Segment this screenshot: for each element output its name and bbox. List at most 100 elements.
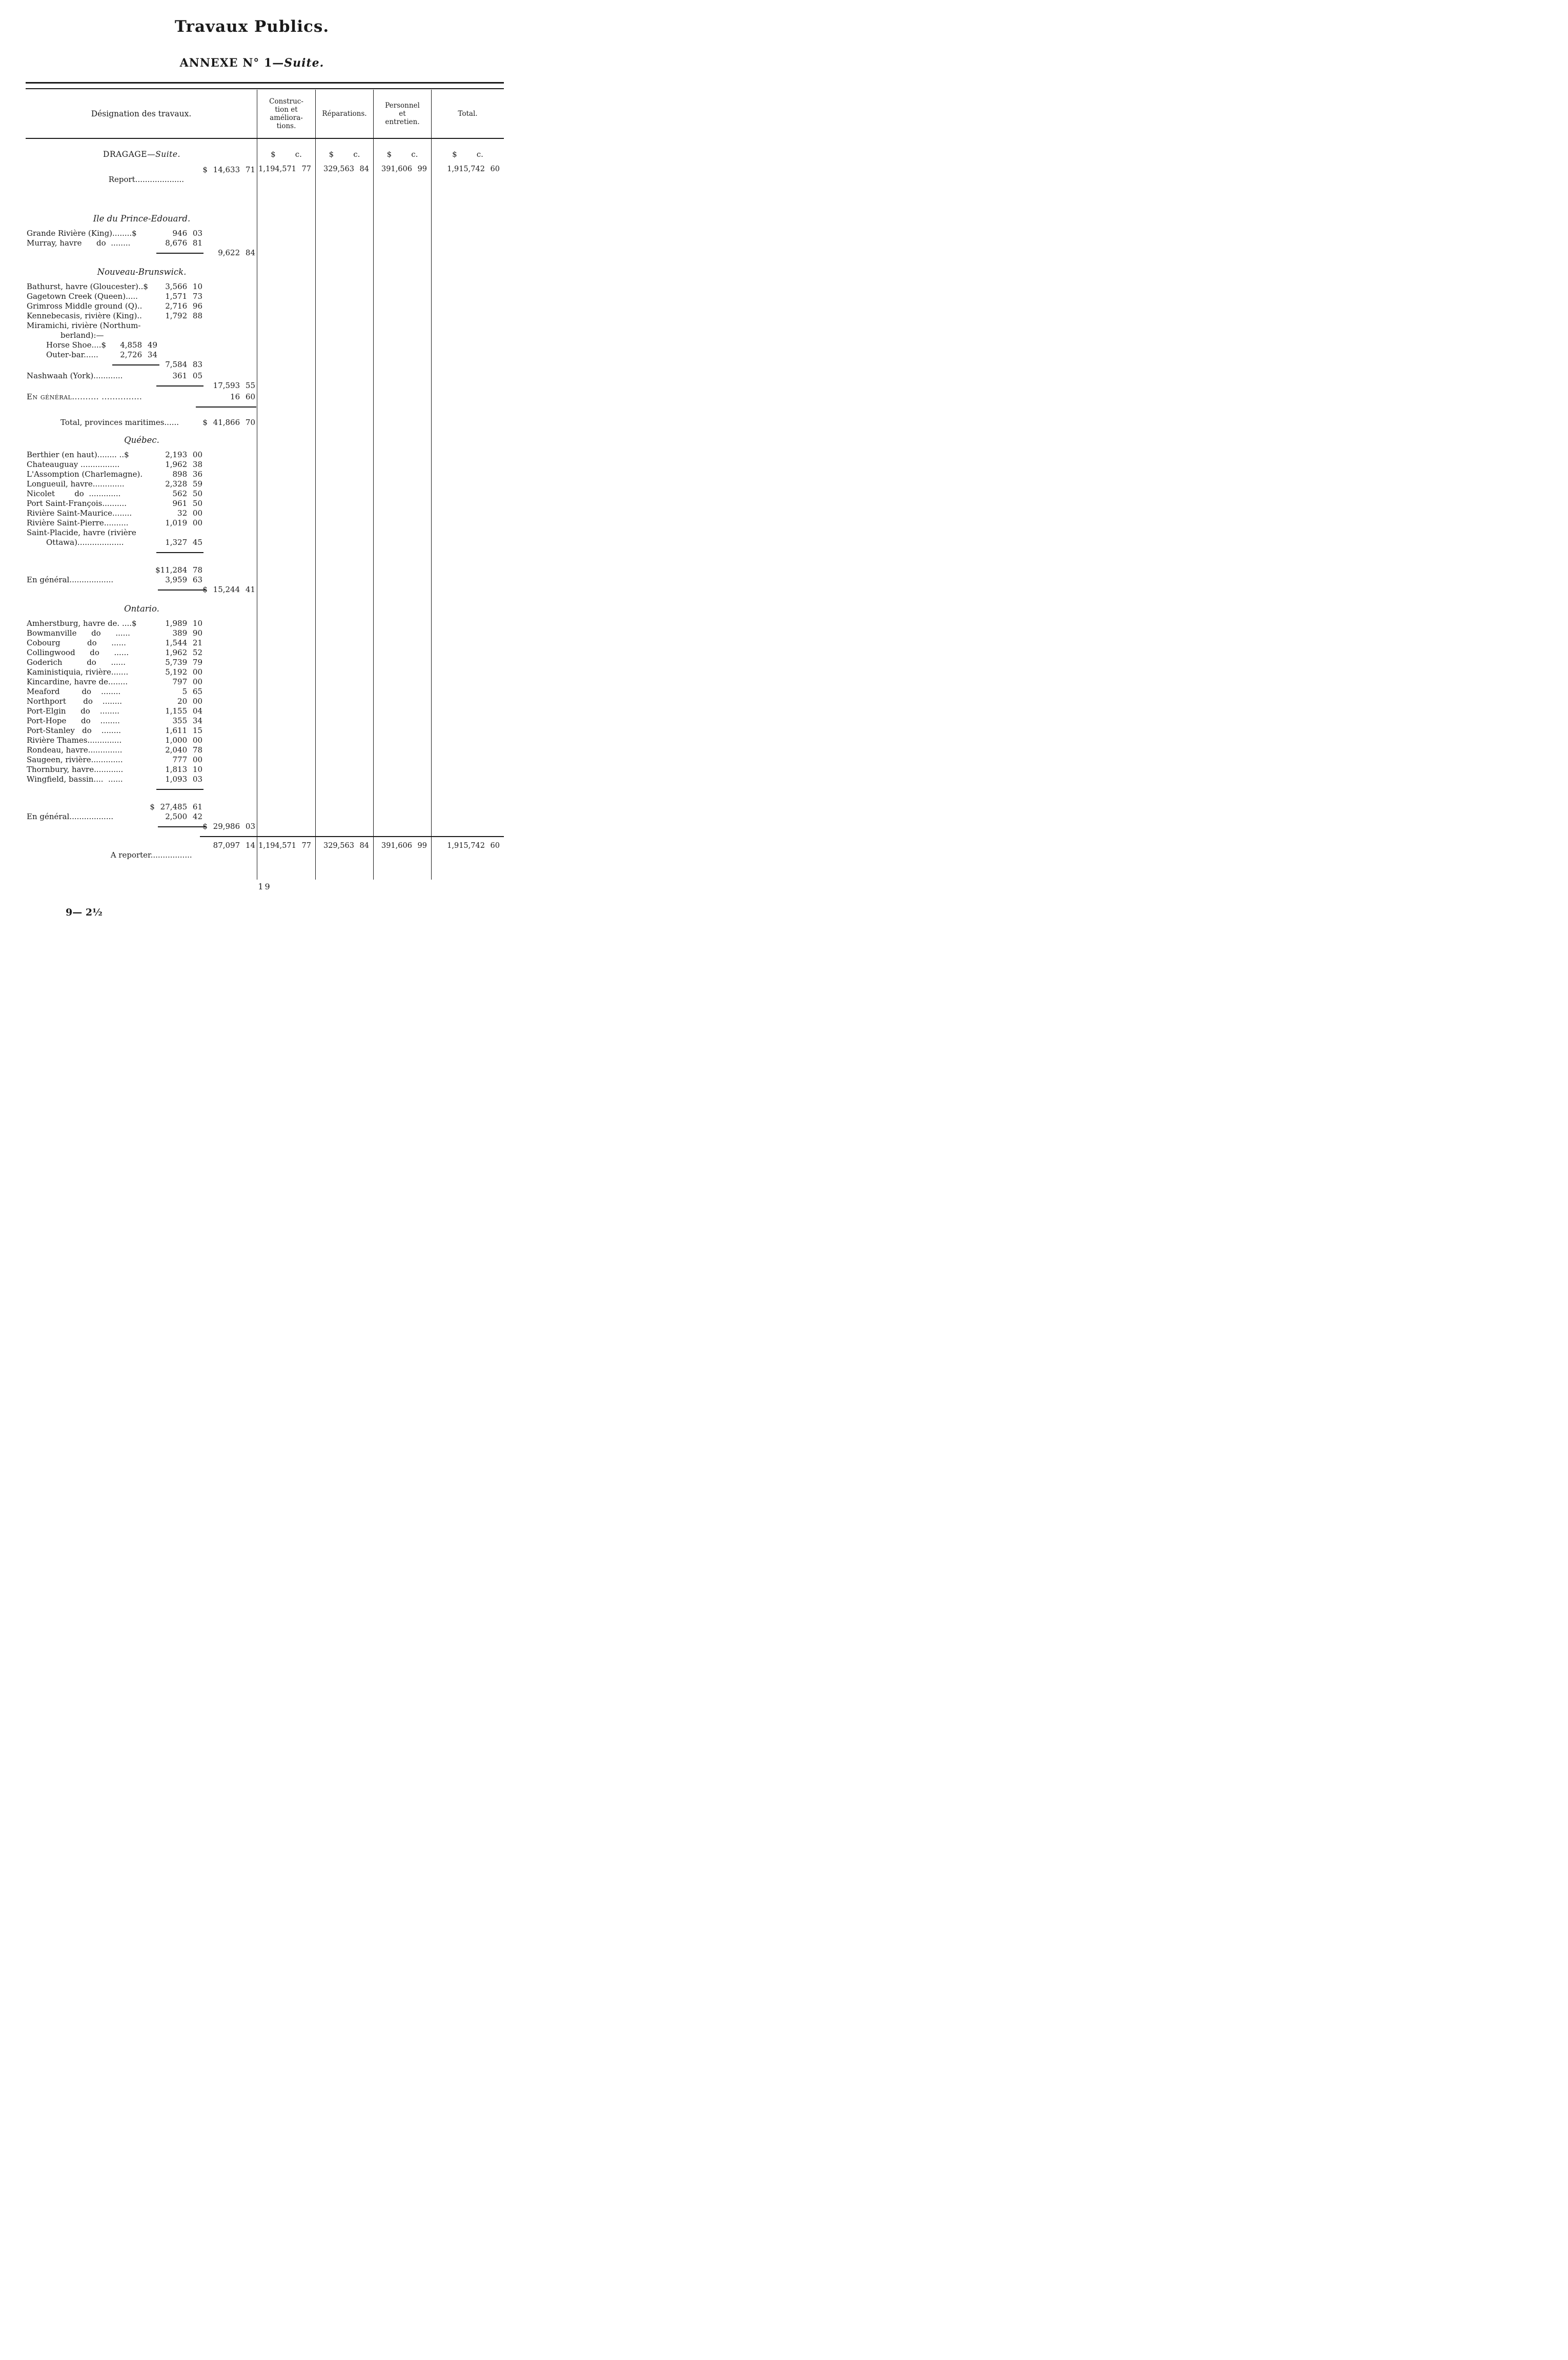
ledger-label: Grimross Middle ground (Q).. bbox=[27, 301, 142, 311]
report-line: Report.................... $ 14,633 71 bbox=[27, 165, 257, 204]
ledger-amount: 1,792 88 bbox=[165, 311, 202, 320]
ledger-line: Gagetown Creek (Queen)..... 1,571 73 bbox=[27, 292, 257, 301]
sum-rule bbox=[158, 589, 207, 591]
column-header-construction: Construc- tion et améliora- tions. bbox=[257, 90, 315, 139]
ledger-label: Rondeau, havre.............. bbox=[27, 745, 123, 755]
ledger-amount: 1,544 21 bbox=[165, 638, 202, 647]
carry-total-value: 1,915,742 60 bbox=[431, 836, 504, 880]
ledger-line: Horse Shoe....$ 4,858 49 bbox=[27, 340, 257, 350]
ledger-amount: 777 00 bbox=[172, 755, 203, 764]
ledger-amount: 2,500 42 bbox=[165, 812, 202, 821]
report-row: Report.................... $ 14,633 71 1… bbox=[26, 160, 504, 204]
carry-personnel-value: 391,606 99 bbox=[373, 836, 431, 880]
report-construction-value: 1,194,571 77 bbox=[257, 160, 315, 204]
ledger-line: Nicolet do ............. 562 50 bbox=[27, 489, 257, 499]
page-header: Travaux Publics. ANNEXE N° 1—Suite. bbox=[0, 0, 504, 70]
ledger-label: Ottawa)................... bbox=[46, 538, 124, 547]
ledger-line: Port-Elgin do ........ 1,155 04 bbox=[27, 706, 257, 716]
ledger-label: Port-Elgin do ........ bbox=[27, 706, 120, 716]
ledger-label: Collingwood do ...... bbox=[27, 648, 129, 657]
ledger-label: Port-Stanley do ........ bbox=[27, 726, 121, 735]
ledger-line: Berthier (en haut)........ ..$ 2,193 00 bbox=[27, 450, 257, 460]
ledger-label: Chateauguay ................ bbox=[27, 460, 120, 469]
ledger-reparations-column bbox=[315, 204, 373, 836]
column-header-total: Total. bbox=[431, 90, 504, 139]
ledger-line: Grande Rivière (King)........$ 946 03 bbox=[27, 229, 257, 238]
ledger-label: Kennebecasis, rivière (King).. bbox=[27, 311, 142, 320]
carry-construction-value: 1,194,571 77 bbox=[257, 836, 315, 880]
ledger-amount: 2,328 59 bbox=[165, 479, 202, 489]
ledger-amount: 8,676 81 bbox=[165, 238, 202, 248]
carry-forward-row: A reporter................. 87,097 14 1,… bbox=[26, 836, 504, 880]
ledger-label: Wingfield, bassin.... ...... bbox=[27, 775, 123, 784]
ledger-amount: 961 50 bbox=[172, 499, 203, 508]
ledger-line: Nashwaah (York)............ 361 05 bbox=[27, 371, 257, 381]
ledger-amount: $ 29,986 03 bbox=[202, 822, 255, 831]
ledger-label: berland):— bbox=[60, 331, 104, 340]
ledger-amount: 355 34 bbox=[172, 716, 203, 725]
ledger-personnel-column bbox=[373, 204, 431, 836]
province-section-heading: Nouveau-Brunswick. bbox=[27, 267, 257, 277]
currency-header-total: $ c. bbox=[431, 139, 504, 160]
ledger-amount: 1,093 03 bbox=[165, 775, 202, 784]
ledger-line: Port Saint-François.......... 961 50 bbox=[27, 499, 257, 508]
sum-rule bbox=[158, 826, 207, 827]
ledger-amount: 562 50 bbox=[172, 489, 203, 498]
ledger-label: Port-Hope do ........ bbox=[27, 716, 120, 725]
ledger-line: Saint-Placide, havre (rivière bbox=[27, 528, 257, 538]
ledger-line: Collingwood do ...... 1,962 52 bbox=[27, 648, 257, 658]
ledger-line: En général.......... ............... 16 6… bbox=[27, 392, 257, 402]
ledger-line: Northport do ........ 20 00 bbox=[27, 697, 257, 706]
ledger-amount: $ 27,485 61 bbox=[150, 802, 202, 811]
ledger-line: Kincardine, havre de........ 797 00 bbox=[27, 677, 257, 687]
ledger-line: Miramichi, rivière (Northum- bbox=[27, 321, 257, 331]
report-label: Report.................... bbox=[108, 175, 185, 184]
column-header-personnel: Personnel et entretien. bbox=[373, 90, 431, 139]
ledger-label: Kincardine, havre de........ bbox=[27, 677, 128, 686]
ledger-line: Goderich do ...... 5,739 79 bbox=[27, 658, 257, 667]
ledger-amount: 1,019 00 bbox=[165, 518, 202, 527]
ledger-label: Rivière Saint-Maurice........ bbox=[27, 508, 132, 518]
report-reparations-value: 329,563 84 bbox=[315, 160, 373, 204]
sum-rule bbox=[156, 253, 203, 254]
ledger-line: Rondeau, havre.............. 2,040 78 bbox=[27, 745, 257, 755]
sum-rule bbox=[156, 552, 203, 553]
ledger-label: Bowmanville do ...... bbox=[27, 628, 130, 638]
report-total-value: 1,915,742 60 bbox=[431, 160, 504, 204]
province-section-heading-text: Nouveau-Brunswick. bbox=[97, 267, 187, 277]
printer-signature-mark: 9— 2½ bbox=[66, 907, 103, 918]
ledger-amount: 9,622 84 bbox=[218, 248, 255, 257]
ledger-label: Nicolet do ............. bbox=[27, 489, 121, 498]
ledger-line: Longueuil, havre............. 2,328 59 bbox=[27, 479, 257, 489]
ledger-amount: 1,571 73 bbox=[165, 292, 202, 301]
ledger-amount: 1,962 38 bbox=[165, 460, 202, 469]
ledger-amount: $ 41,866 70 bbox=[202, 418, 255, 427]
ledger-label: Port Saint-François.......... bbox=[27, 499, 127, 508]
column-header-designation: Désignation des travaux. bbox=[26, 90, 257, 139]
ledger-line: En général.................. 2,500 42 bbox=[27, 812, 257, 822]
ledger-total-column bbox=[431, 204, 504, 836]
ledger-label: En général.................. bbox=[27, 575, 114, 584]
currency-header-construction: $ c. bbox=[257, 139, 315, 160]
ledger-label: Total, provinces maritimes...... bbox=[60, 418, 179, 427]
ledger-amount: 2,726 34 bbox=[120, 350, 157, 359]
ledger-amount: 2,193 00 bbox=[165, 450, 202, 459]
carry-amount: 87,097 14 bbox=[213, 841, 255, 850]
ledger-amount: 5 65 bbox=[182, 687, 202, 696]
ledger-amount: $ 15,244 41 bbox=[202, 585, 255, 594]
ledger-body-row: Ile du Prince-Edouard. Grande Rivière (Ki… bbox=[26, 204, 504, 836]
ledger-label: Rivière Thames.............. bbox=[27, 736, 122, 745]
province-section-heading: Ile du Prince-Edouard. bbox=[27, 214, 257, 223]
province-section-heading-text: Ile du Prince-Edouard. bbox=[93, 214, 191, 223]
ledger-line: 17,593 55 bbox=[27, 381, 257, 392]
ledger-amount: 797 00 bbox=[172, 677, 203, 686]
ledger-amount: 361 05 bbox=[172, 371, 203, 380]
ledger-line: 7,584 83 bbox=[27, 360, 257, 371]
ledger-line: L'Assomption (Charlemagne). 898 36 bbox=[27, 470, 257, 479]
ledger-line: $ 27,485 61 bbox=[27, 802, 257, 812]
ledger-label: Nashwaah (York)............ bbox=[27, 371, 123, 380]
ledger-label: Goderich do ...... bbox=[27, 658, 126, 667]
column-header-reparations: Réparations. bbox=[315, 90, 373, 139]
ledger-label: Horse Shoe....$ bbox=[46, 340, 107, 350]
currency-header-reparations: $ c. bbox=[315, 139, 373, 160]
